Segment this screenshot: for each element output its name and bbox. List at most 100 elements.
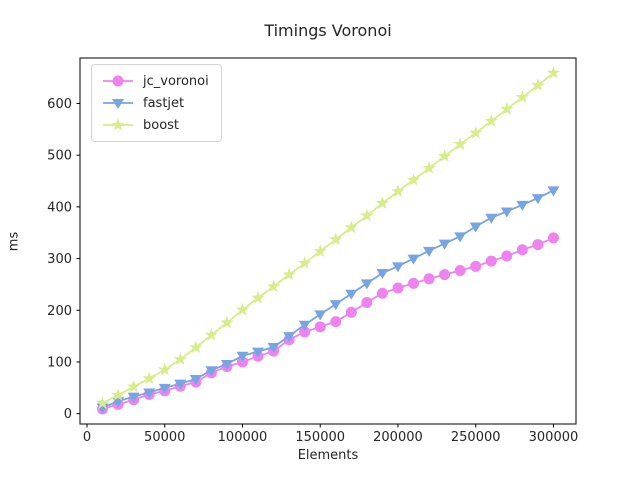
data-point-triangle: [531, 194, 544, 205]
data-point-star: [453, 137, 467, 150]
legend-label: fastjet: [143, 95, 185, 111]
data-point-star: [95, 396, 110, 409]
x-tick-label: 200000: [373, 430, 423, 445]
data-point-triangle: [407, 254, 420, 265]
data-point-triangle: [485, 213, 498, 224]
data-point-triangle: [314, 310, 327, 321]
data-point-triangle: [360, 279, 373, 290]
data-point-triangle: [469, 222, 482, 233]
x-tick-label: 300000: [529, 430, 579, 445]
legend-marker-circle-icon: [103, 75, 133, 87]
data-point-star: [142, 371, 156, 385]
series-line-fastjet: [102, 189, 554, 409]
legend-item-fastjet: fastjet: [102, 94, 209, 112]
data-point-triangle: [345, 289, 358, 300]
x-axis-label: Elements: [297, 448, 359, 463]
x-tick-label: 50000: [144, 430, 185, 445]
data-point-star: [406, 173, 421, 186]
data-point-triangle: [454, 232, 467, 243]
data-point-circle: [439, 269, 451, 281]
data-point-star: [204, 328, 219, 341]
data-point-triangle: [423, 246, 436, 257]
data-point-star: [469, 125, 483, 139]
x-tick-label: 150000: [295, 430, 345, 445]
data-point-triangle: [547, 186, 560, 197]
data-point-circle: [314, 321, 326, 333]
y-tick-label: 100: [47, 355, 72, 370]
data-point-star: [313, 244, 327, 257]
y-axis-label: ms: [6, 231, 22, 252]
chart-title: Timings Voronoi: [264, 21, 392, 40]
data-point-circle: [236, 356, 248, 368]
data-point-triangle: [220, 360, 233, 371]
data-point-triangle: [127, 392, 140, 403]
data-point-star: [484, 114, 498, 127]
data-point-circle: [423, 273, 435, 285]
data-point-circle: [470, 260, 482, 272]
data-point-star: [189, 340, 203, 354]
data-point-star: [266, 279, 281, 293]
data-point-triangle: [236, 351, 249, 362]
data-point-triangle: [298, 320, 311, 331]
data-point-triangle: [205, 366, 218, 377]
legend-marker-star-icon: [103, 118, 133, 131]
data-point-star: [546, 65, 561, 79]
data-point-circle: [361, 297, 373, 309]
data-point-star: [329, 232, 343, 246]
y-tick-label: 300: [47, 252, 72, 267]
data-point-star: [391, 184, 405, 198]
data-point-circle: [501, 250, 513, 262]
data-point-star: [531, 78, 545, 92]
data-point-triangle: [516, 200, 529, 211]
data-point-star: [282, 267, 296, 281]
data-point-circle: [485, 255, 497, 267]
axes-spines: [79, 57, 577, 425]
data-point-star: [375, 196, 390, 209]
data-point-triangle: [143, 388, 156, 399]
data-point-triangle: [283, 332, 296, 343]
data-point-star: [173, 352, 187, 366]
data-point-star: [360, 208, 374, 222]
data-point-circle: [547, 232, 559, 244]
y-tick-label: 200: [47, 304, 72, 319]
data-point-triangle: [252, 347, 265, 358]
data-point-circle: [516, 244, 528, 256]
data-point-star: [422, 161, 436, 174]
data-point-triangle: [500, 207, 513, 218]
data-point-circle: [392, 282, 404, 294]
data-point-circle: [408, 277, 420, 289]
x-tick-label: 0: [83, 430, 91, 445]
legend-label: boost: [143, 117, 180, 133]
legend-item-jc_voronoi: jc_voronoi: [102, 72, 209, 90]
data-point-triangle: [438, 239, 451, 250]
data-point-star: [515, 90, 530, 103]
data-point-star: [220, 315, 234, 329]
y-tick-label: 600: [47, 97, 72, 112]
data-point-star: [158, 362, 172, 376]
data-point-circle: [299, 326, 311, 338]
data-point-star: [298, 256, 312, 269]
data-point-triangle: [174, 379, 187, 390]
data-point-star: [111, 388, 125, 401]
data-point-circle: [345, 306, 357, 318]
data-point-star: [235, 302, 250, 316]
data-point-star: [344, 220, 358, 234]
x-tick-label: 250000: [451, 430, 501, 445]
data-point-circle: [330, 316, 342, 328]
y-tick-label: 400: [47, 200, 72, 215]
series-line-jc_voronoi: [102, 237, 554, 410]
data-point-star: [500, 102, 514, 115]
legend-label: jc_voronoi: [143, 73, 209, 89]
data-point-triangle: [189, 375, 202, 386]
data-point-triangle: [376, 269, 389, 280]
data-point-triangle: [329, 300, 342, 311]
data-point-triangle: [391, 262, 404, 273]
data-point-circle: [454, 264, 466, 276]
legend-item-boost: boost: [102, 116, 209, 134]
data-point-star: [126, 379, 141, 393]
legend-marker-triangle-down-icon: [103, 99, 133, 109]
x-tick-label: 100000: [218, 430, 268, 445]
